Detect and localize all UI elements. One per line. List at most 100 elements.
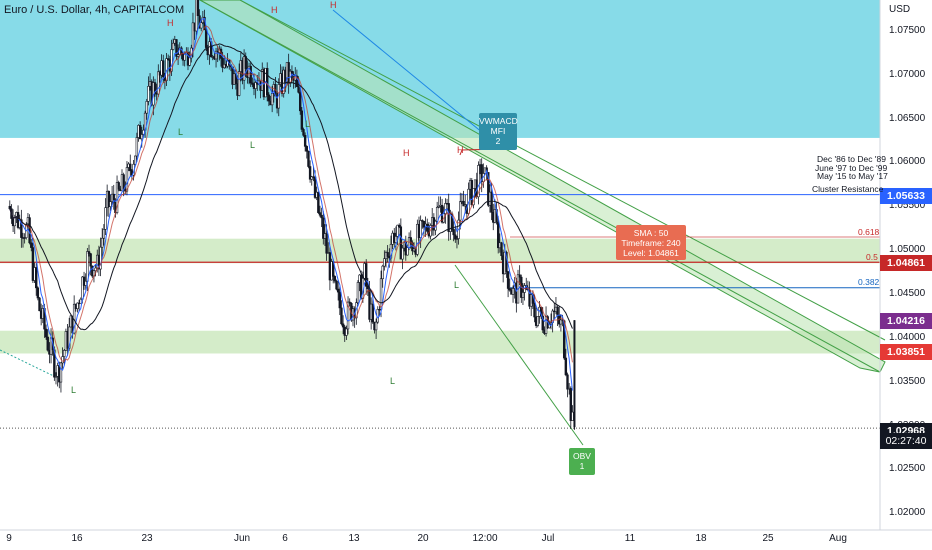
obv-callout[interactable]: OBV 1	[569, 448, 595, 475]
swing-low-label: L	[71, 385, 77, 395]
candle-body	[386, 252, 389, 257]
candle-body	[356, 282, 360, 303]
candle-body	[265, 67, 269, 96]
candle-body	[305, 146, 308, 152]
candle-body	[153, 82, 157, 94]
candle-body	[162, 60, 165, 78]
candle-body	[107, 190, 111, 207]
candle-body	[31, 247, 35, 281]
candle-body	[341, 323, 345, 328]
candle-body	[112, 193, 115, 203]
candle-body	[371, 303, 374, 323]
candle-body	[303, 134, 307, 147]
candle-body	[176, 54, 180, 57]
candle-body	[340, 307, 343, 325]
chart-title: Euro / U.S. Dollar, 4h, CAPITALCOM	[4, 4, 185, 16]
candle-body	[28, 217, 31, 244]
fib-label-0382: 0.382	[858, 277, 880, 287]
candle-body	[200, 22, 203, 29]
time-tick: 20	[417, 533, 429, 544]
trendline-blue	[332, 9, 501, 148]
time-tick: 18	[695, 533, 707, 544]
candle-body	[13, 217, 16, 227]
candle-body	[394, 236, 398, 243]
time-tick: 6	[282, 533, 288, 544]
candle-body	[145, 101, 148, 114]
candle-body	[125, 167, 129, 192]
callout-line: 2	[495, 136, 501, 146]
candle-body	[511, 288, 515, 295]
candle-body	[533, 303, 536, 318]
candle-body	[191, 22, 195, 49]
candle-body	[379, 278, 383, 310]
cluster-resistance-label: Cluster Resistance	[812, 184, 884, 194]
candle-body	[117, 182, 120, 190]
price-tag-cluster: 1.05633	[880, 188, 932, 204]
candle-body	[559, 319, 563, 325]
callout-line: Level: 1.04861	[623, 248, 679, 258]
candle-body	[99, 246, 102, 270]
price-tick: 1.02500	[889, 463, 926, 474]
price-tag-ma: 1.04216	[880, 313, 932, 329]
candle-body	[452, 229, 455, 236]
price-tick: 1.07000	[889, 69, 926, 80]
candle-body	[310, 176, 313, 180]
zone-2	[0, 330, 880, 354]
candle-body	[8, 205, 11, 210]
swing-high-label: H	[271, 5, 278, 15]
candle-body	[101, 237, 104, 248]
candle-body	[490, 191, 493, 213]
candle-body	[566, 374, 569, 390]
trendline-obv	[454, 264, 584, 446]
candle-body	[313, 176, 317, 198]
swing-low-label: L	[390, 376, 396, 386]
price-tag-fib-05: 1.04861	[880, 255, 932, 271]
candle-body	[381, 265, 384, 280]
price-tick: 1.05000	[889, 244, 926, 255]
candle-body	[364, 263, 368, 287]
swing-high-label: H	[457, 145, 464, 155]
vwmacd-callout[interactable]: VWMACD MFI 2	[479, 113, 518, 150]
dotted-trend	[0, 349, 63, 381]
candle-body	[171, 42, 175, 50]
candle-body	[459, 201, 462, 221]
candle-body	[378, 309, 381, 311]
candle-body	[462, 200, 465, 207]
candle-body	[345, 328, 348, 336]
candle-body	[571, 411, 574, 421]
candle-body	[237, 71, 241, 96]
candle-body	[383, 258, 386, 267]
candle-body	[297, 86, 300, 93]
sma-callout[interactable]: SMA : 50 Timeframe: 240 Level: 1.04861	[616, 225, 686, 260]
candle-body	[335, 280, 338, 290]
swing-low-label: L	[250, 140, 256, 150]
candle-body	[63, 350, 66, 357]
candle-body	[396, 224, 399, 237]
candle-body	[336, 288, 340, 293]
candle-body	[556, 306, 559, 316]
candle-body	[389, 243, 393, 259]
countdown-tag: 02:27:40	[880, 433, 932, 449]
price-tick: 1.03500	[889, 376, 926, 387]
swing-high-label: H	[330, 0, 337, 10]
cycle-note: June '97 to Dec '99	[815, 163, 888, 173]
time-tick: 13	[348, 533, 360, 544]
price-tick: 1.06000	[889, 156, 926, 167]
candle-body	[487, 172, 490, 206]
candle-body	[302, 129, 305, 136]
candle-body	[435, 207, 439, 222]
cycle-note: Dec '86 to Dec '89	[817, 154, 886, 164]
callout-line: OBV	[573, 451, 591, 461]
price-tick: 1.04500	[889, 288, 926, 299]
fib-label-0618: 0.618	[858, 227, 880, 237]
candle-body	[147, 86, 150, 102]
candle-body	[416, 223, 419, 255]
candle-body	[87, 251, 91, 254]
ma-fast-line	[9, 18, 573, 391]
price-tag-sma: 1.03851	[880, 344, 932, 360]
candle-body	[521, 292, 525, 298]
candle-body	[84, 280, 87, 286]
callout-line: 1	[579, 461, 585, 471]
candle-body	[298, 91, 302, 112]
